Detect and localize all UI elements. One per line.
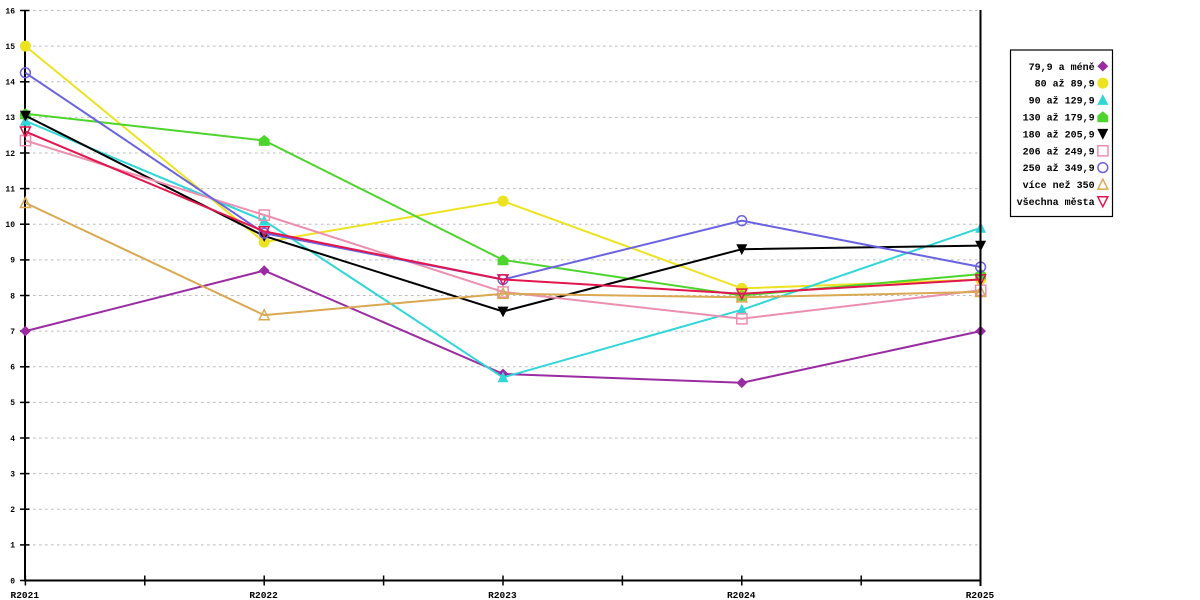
svg-text:R2023: R2023 [488, 590, 517, 600]
svg-text:80 až 89,9: 80 až 89,9 [1035, 79, 1095, 91]
svg-text:13: 13 [5, 114, 15, 123]
svg-text:180 až 205,9: 180 až 205,9 [1023, 129, 1095, 141]
svg-text:11: 11 [5, 185, 15, 194]
svg-text:12: 12 [5, 150, 15, 159]
svg-text:130 až 179,9: 130 až 179,9 [1023, 113, 1095, 125]
svg-text:206 až 249,9: 206 až 249,9 [1023, 146, 1095, 158]
svg-text:9: 9 [10, 257, 15, 266]
svg-text:10: 10 [5, 221, 15, 230]
svg-text:2: 2 [10, 506, 15, 515]
svg-text:všechna města: všechna města [1017, 197, 1095, 209]
svg-text:8: 8 [10, 292, 15, 301]
svg-text:R2025: R2025 [966, 590, 995, 600]
svg-text:6: 6 [10, 364, 15, 373]
svg-text:1: 1 [10, 542, 15, 551]
svg-text:7: 7 [10, 328, 15, 337]
svg-text:15: 15 [5, 43, 15, 52]
svg-text:4: 4 [10, 435, 15, 444]
svg-text:16: 16 [5, 7, 15, 16]
svg-text:14: 14 [5, 79, 15, 88]
svg-text:5: 5 [10, 399, 15, 408]
svg-text:R2022: R2022 [249, 590, 278, 600]
svg-text:více než 350: více než 350 [1023, 180, 1095, 192]
svg-text:R2024: R2024 [727, 590, 756, 600]
svg-text:79,9 a méně: 79,9 a méně [1029, 62, 1095, 74]
svg-text:250 až 349,9: 250 až 349,9 [1023, 163, 1095, 175]
svg-text:0: 0 [10, 577, 15, 586]
svg-text:90 až 129,9: 90 až 129,9 [1029, 96, 1095, 108]
svg-text:R2021: R2021 [11, 590, 40, 600]
svg-text:3: 3 [10, 470, 15, 479]
